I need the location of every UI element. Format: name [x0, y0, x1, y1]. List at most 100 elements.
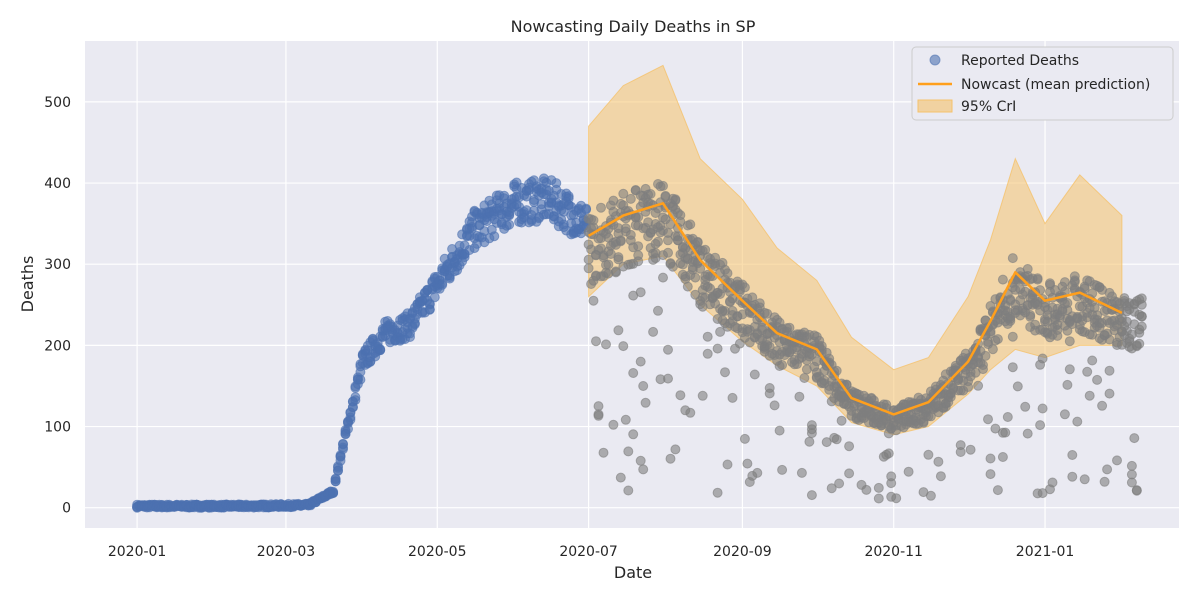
reported-death-point — [1035, 420, 1046, 431]
legend-marker-reported — [929, 54, 941, 66]
tick-labels: 2020-01 2020-03 2020-05 2020-07 2020-09 2020-… — [44, 95, 1074, 560]
reported-death-point — [350, 395, 361, 406]
reported-death-point — [720, 367, 730, 378]
reported-death-point — [697, 390, 708, 401]
reported-death-point — [1079, 474, 1090, 485]
reported-death-point — [690, 272, 701, 283]
reported-death-point — [1084, 390, 1095, 401]
reported-death-point — [715, 326, 726, 337]
reported-death-point — [739, 433, 750, 444]
reported-death-point — [1136, 311, 1147, 322]
y-tick-label-1: 100 — [44, 420, 71, 436]
reported-death-point — [695, 263, 706, 274]
reported-death-point — [603, 259, 614, 270]
reported-death-point — [722, 268, 733, 279]
reported-death-point — [1072, 416, 1083, 427]
reported-death-point — [593, 409, 604, 420]
reported-death-point — [343, 423, 353, 434]
reported-death-point — [1126, 469, 1137, 480]
reported-death-point — [1087, 355, 1098, 366]
reported-death-point — [672, 235, 683, 246]
reported-death-point — [628, 368, 639, 378]
reported-death-point — [1020, 401, 1031, 412]
reported-death-point — [754, 298, 765, 309]
reported-death-point — [675, 390, 686, 401]
reported-death-point — [663, 344, 673, 355]
reported-death-point — [1007, 331, 1018, 342]
reported-death-point — [973, 380, 984, 391]
reported-death-point — [821, 437, 832, 448]
reported-death-point — [1102, 464, 1113, 475]
y-tick-label-4: 400 — [44, 176, 71, 192]
reported-death-point — [1099, 476, 1110, 487]
reported-death-point — [613, 252, 624, 263]
reported-death-point — [806, 490, 817, 501]
reported-death-point — [635, 287, 646, 298]
reported-death-point — [712, 343, 723, 354]
reported-death-point — [437, 279, 448, 290]
reported-death-point — [615, 472, 626, 483]
reported-death-point — [1037, 403, 1048, 414]
reported-death-point — [675, 210, 686, 221]
reported-death-point — [844, 441, 855, 452]
reported-death-point — [635, 356, 646, 367]
reported-death-point — [409, 319, 420, 330]
reported-death-point — [444, 273, 455, 284]
reported-death-point — [1131, 485, 1142, 496]
reported-death-point — [804, 436, 815, 447]
reported-death-point — [1007, 253, 1018, 264]
reported-death-point — [648, 326, 659, 337]
reported-death-point — [1134, 338, 1145, 349]
reported-death-point — [965, 444, 976, 455]
reported-death-point — [1067, 450, 1078, 460]
reported-death-point — [685, 407, 696, 418]
legend-label-nowcast: Nowcast (mean prediction) — [961, 77, 1150, 93]
reported-death-point — [1126, 460, 1137, 471]
reported-death-point — [992, 485, 1003, 496]
reported-death-point — [638, 464, 649, 475]
reported-death-point — [638, 381, 649, 391]
reported-death-point — [1012, 381, 1023, 392]
x-tick-label-1: 2020-03 — [257, 544, 316, 560]
reported-death-point — [764, 383, 775, 393]
reported-death-point — [598, 447, 609, 458]
reported-death-point — [591, 336, 601, 347]
reported-death-point — [663, 373, 673, 384]
chart-title: Nowcasting Daily Deaths in SP — [511, 17, 756, 36]
reported-death-point — [596, 202, 606, 213]
reported-death-point — [1112, 455, 1122, 466]
reported-death-point — [935, 471, 946, 482]
reported-death-point — [1136, 299, 1147, 310]
reported-death-point — [658, 180, 668, 191]
reported-death-point — [945, 392, 956, 402]
reported-death-point — [665, 453, 676, 464]
reported-death-point — [980, 350, 991, 361]
x-tick-label-0: 2020-01 — [108, 544, 167, 560]
reported-death-point — [722, 459, 733, 470]
reported-death-point — [618, 188, 629, 199]
legend-label-band: 95% CrI — [961, 99, 1016, 115]
x-tick-label-2: 2020-05 — [408, 544, 467, 560]
reported-death-point — [796, 467, 807, 478]
reported-death-point — [610, 267, 621, 278]
reported-death-point — [1002, 412, 1013, 422]
reported-death-point — [653, 305, 663, 316]
reported-death-point — [620, 414, 631, 425]
reported-death-point — [633, 250, 644, 261]
nowcast-line — [587, 202, 1123, 416]
reported-death-point — [330, 476, 341, 487]
reported-death-point — [670, 195, 681, 206]
reported-death-point — [615, 236, 626, 247]
reported-death-point — [997, 452, 1008, 462]
reported-death-point — [861, 484, 872, 495]
reported-death-point — [978, 360, 988, 370]
y-tick-label-0: 0 — [62, 501, 71, 517]
legend-label-reported: Reported Deaths — [961, 53, 1079, 69]
y-tick-label-3: 300 — [44, 257, 71, 273]
reported-death-point — [618, 341, 629, 352]
reported-death-point — [1007, 362, 1018, 373]
reported-death-point — [777, 464, 788, 475]
reported-death-point — [338, 439, 348, 450]
x-tick-label-4: 2020-09 — [713, 544, 772, 560]
